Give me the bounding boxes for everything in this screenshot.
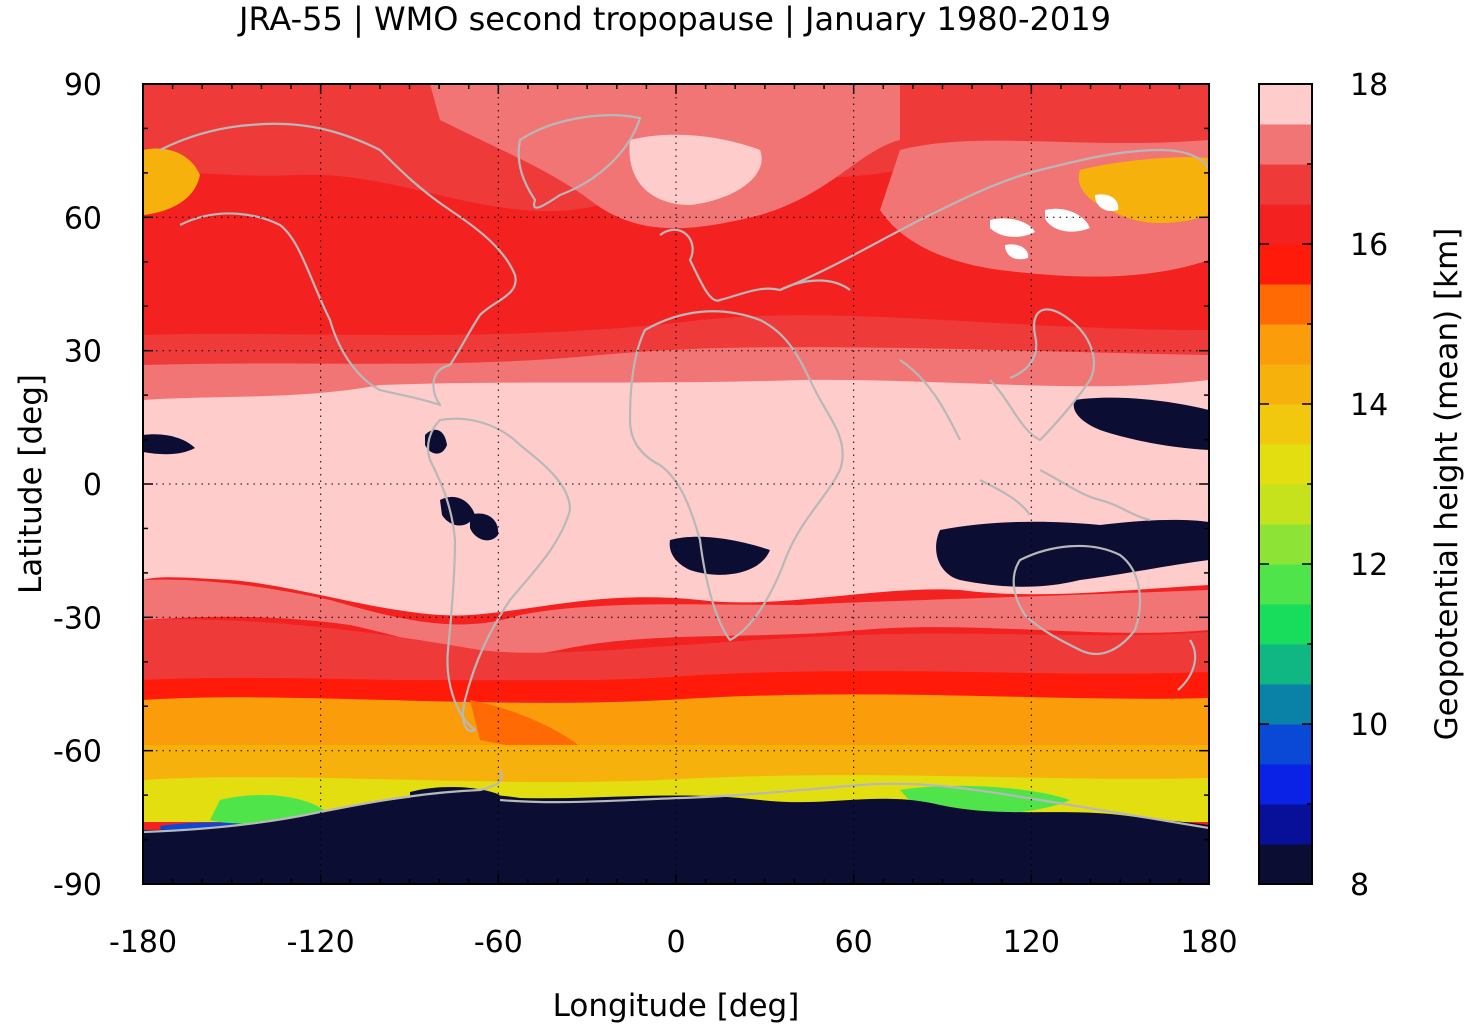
colorbar-segment [1259, 644, 1312, 685]
x-tick-labels: -180 -120 -60 0 60 120 180 [109, 925, 1238, 960]
coastline-greenland [517, 114, 642, 209]
x-tick-label: -60 [474, 925, 523, 960]
x-tick-label: 0 [666, 925, 685, 960]
west-pacific-dark-patch [1073, 397, 1209, 450]
x-tick-label: 60 [835, 925, 873, 960]
coastline-north-america [159, 122, 517, 407]
colorbar-tick-label: 14 [1350, 388, 1388, 423]
colorbar-segment [1259, 84, 1312, 125]
coastline-europe [659, 228, 851, 302]
coastline-antarctica [143, 769, 1209, 834]
plot-title: JRA-55 | WMO second tropopause | January… [237, 0, 1111, 38]
colorbar-segment [1259, 484, 1312, 525]
amazon-dark-patches [425, 429, 499, 541]
colorbar [1259, 84, 1312, 885]
coastline-south-america [426, 417, 572, 733]
africa-indian-ocean-dark-band [669, 519, 1209, 587]
colorbar-label: Geopotential height (mean) [km] [1429, 228, 1465, 741]
colorbar-segment [1259, 844, 1312, 885]
coastline-asia [779, 148, 1209, 442]
colorbar-segment [1259, 564, 1312, 605]
y-tick-label: 60 [64, 201, 102, 236]
colorbar-tick-label: 16 [1350, 228, 1388, 263]
y-tick-label: 30 [64, 335, 102, 370]
x-axis-label: Longitude [deg] [553, 988, 800, 1024]
y-tick-label: 0 [83, 468, 102, 503]
bering-orange-patch-west [143, 148, 200, 215]
south-orange-band [143, 694, 1209, 745]
graticule [143, 84, 1209, 884]
colorbar-segment [1259, 724, 1312, 765]
colorbar-tick-labels: 18 16 14 12 10 8 [1350, 68, 1388, 903]
coastline-new-zealand [1177, 639, 1197, 691]
colorbar-segment [1259, 204, 1312, 245]
colorbar-tick-label: 8 [1350, 868, 1369, 903]
colorbar-segment [1259, 604, 1312, 645]
x-tick-label: -120 [287, 925, 355, 960]
map-ticks [142, 83, 1210, 885]
colorbar-segment [1259, 764, 1312, 805]
colorbar-segment [1259, 244, 1312, 285]
colorbar-segment [1259, 324, 1312, 365]
coastline-africa [628, 310, 844, 642]
coastlines [143, 114, 1209, 834]
y-tick-labels: 90 60 30 0 -30 -60 -90 [53, 68, 102, 903]
colorbar-tick-label: 12 [1350, 548, 1388, 583]
colorbar-segment [1259, 124, 1312, 165]
siberia-missing-data-speckles [990, 194, 1119, 260]
colorbar-segment [1259, 524, 1312, 565]
drake-passage-orange-tongue [470, 700, 585, 752]
colorbar-segment [1259, 164, 1312, 205]
south-midlatitude-deep-red-band [143, 671, 1209, 700]
x-tick-label: 180 [1180, 925, 1237, 960]
colorbar-segment [1259, 284, 1312, 325]
coastline-maritime-continent [979, 469, 1151, 522]
y-tick-label: 90 [64, 68, 102, 103]
greenland-sea-peak-region [629, 134, 762, 205]
colorbar-tick-label: 10 [1350, 708, 1388, 743]
colorbar-segment [1259, 404, 1312, 445]
y-tick-label: -90 [53, 868, 102, 903]
y-axis-label: Latitude [deg] [13, 374, 49, 594]
colorbar-segment [1259, 684, 1312, 725]
colorbar-tick-label: 18 [1350, 68, 1388, 103]
colorbar-segment [1259, 364, 1312, 405]
colorbar-ticks [1259, 83, 1312, 885]
colorbar-segment [1259, 804, 1312, 845]
x-tick-label: 120 [1003, 925, 1060, 960]
colorbar-segment [1259, 444, 1312, 485]
map-area [143, 84, 1209, 884]
x-tick-label: -180 [109, 925, 177, 960]
coastline-australia [1012, 544, 1142, 655]
y-tick-label: -60 [53, 735, 102, 770]
y-tick-label: -30 [53, 601, 102, 636]
central-pacific-dark-patch [143, 434, 195, 455]
